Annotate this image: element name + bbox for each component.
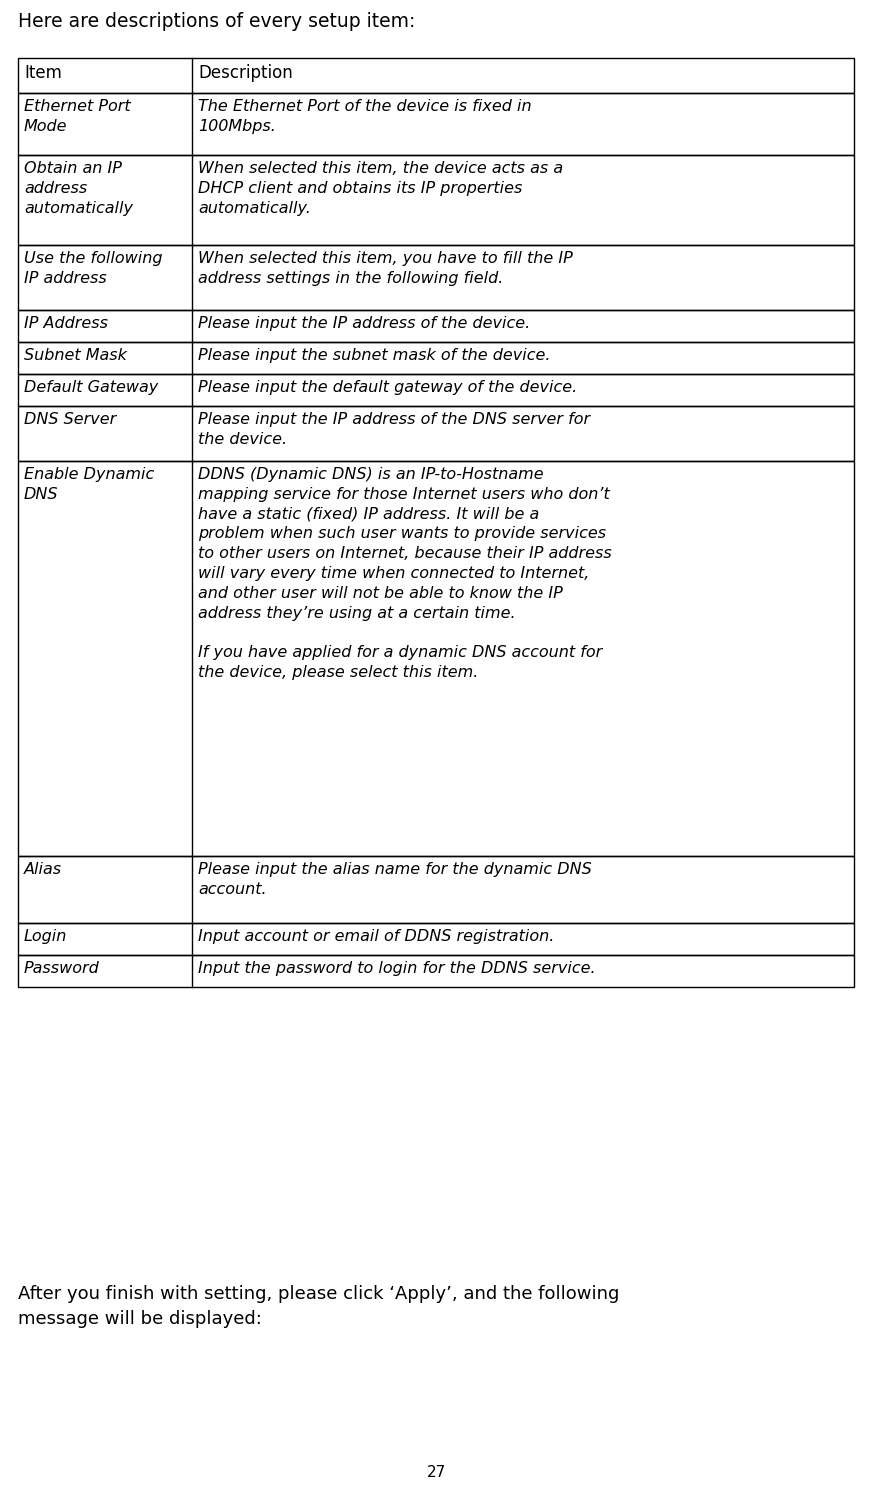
Text: Obtain an IP
address
automatically: Obtain an IP address automatically bbox=[24, 161, 133, 216]
Text: IP Address: IP Address bbox=[24, 317, 108, 332]
Bar bbox=[18, 955, 854, 987]
Text: Description: Description bbox=[198, 64, 293, 82]
Text: Ethernet Port
Mode: Ethernet Port Mode bbox=[24, 100, 131, 134]
Text: Enable Dynamic
DNS: Enable Dynamic DNS bbox=[24, 467, 154, 501]
Text: After you finish with setting, please click ‘Apply’, and the following
message w: After you finish with setting, please cl… bbox=[18, 1285, 619, 1328]
Bar bbox=[18, 342, 854, 375]
Text: Input the password to login for the DDNS service.: Input the password to login for the DDNS… bbox=[198, 961, 596, 975]
Text: When selected this item, you have to fill the IP
address settings in the followi: When selected this item, you have to fil… bbox=[198, 251, 573, 286]
Text: Use the following
IP address: Use the following IP address bbox=[24, 251, 162, 286]
Text: DDNS (Dynamic DNS) is an IP-to-Hostname
mapping service for those Internet users: DDNS (Dynamic DNS) is an IP-to-Hostname … bbox=[198, 467, 612, 680]
Text: The Ethernet Port of the device is fixed in
100Mbps.: The Ethernet Port of the device is fixed… bbox=[198, 100, 532, 134]
Bar bbox=[18, 406, 854, 461]
Bar bbox=[18, 923, 854, 955]
Bar bbox=[18, 461, 854, 857]
Bar bbox=[18, 245, 854, 309]
Text: Please input the alias name for the dynamic DNS
account.: Please input the alias name for the dyna… bbox=[198, 862, 592, 897]
Text: Please input the default gateway of the device.: Please input the default gateway of the … bbox=[198, 381, 577, 396]
Text: 27: 27 bbox=[426, 1465, 446, 1480]
Bar bbox=[18, 857, 854, 923]
Text: Here are descriptions of every setup item:: Here are descriptions of every setup ite… bbox=[18, 12, 415, 31]
Text: DNS Server: DNS Server bbox=[24, 412, 116, 427]
Text: Please input the IP address of the DNS server for
the device.: Please input the IP address of the DNS s… bbox=[198, 412, 590, 446]
Text: Input account or email of DDNS registration.: Input account or email of DDNS registrat… bbox=[198, 929, 555, 944]
Bar bbox=[18, 155, 854, 245]
Text: Item: Item bbox=[24, 64, 62, 82]
Bar bbox=[18, 58, 854, 94]
Bar bbox=[18, 94, 854, 155]
Text: Default Gateway: Default Gateway bbox=[24, 381, 158, 396]
Text: Subnet Mask: Subnet Mask bbox=[24, 348, 126, 363]
Text: Password: Password bbox=[24, 961, 99, 975]
Text: Please input the IP address of the device.: Please input the IP address of the devic… bbox=[198, 317, 530, 332]
Bar bbox=[18, 375, 854, 406]
Bar bbox=[18, 309, 854, 342]
Text: When selected this item, the device acts as a
DHCP client and obtains its IP pro: When selected this item, the device acts… bbox=[198, 161, 563, 216]
Text: Alias: Alias bbox=[24, 862, 62, 877]
Text: Login: Login bbox=[24, 929, 67, 944]
Text: Please input the subnet mask of the device.: Please input the subnet mask of the devi… bbox=[198, 348, 550, 363]
